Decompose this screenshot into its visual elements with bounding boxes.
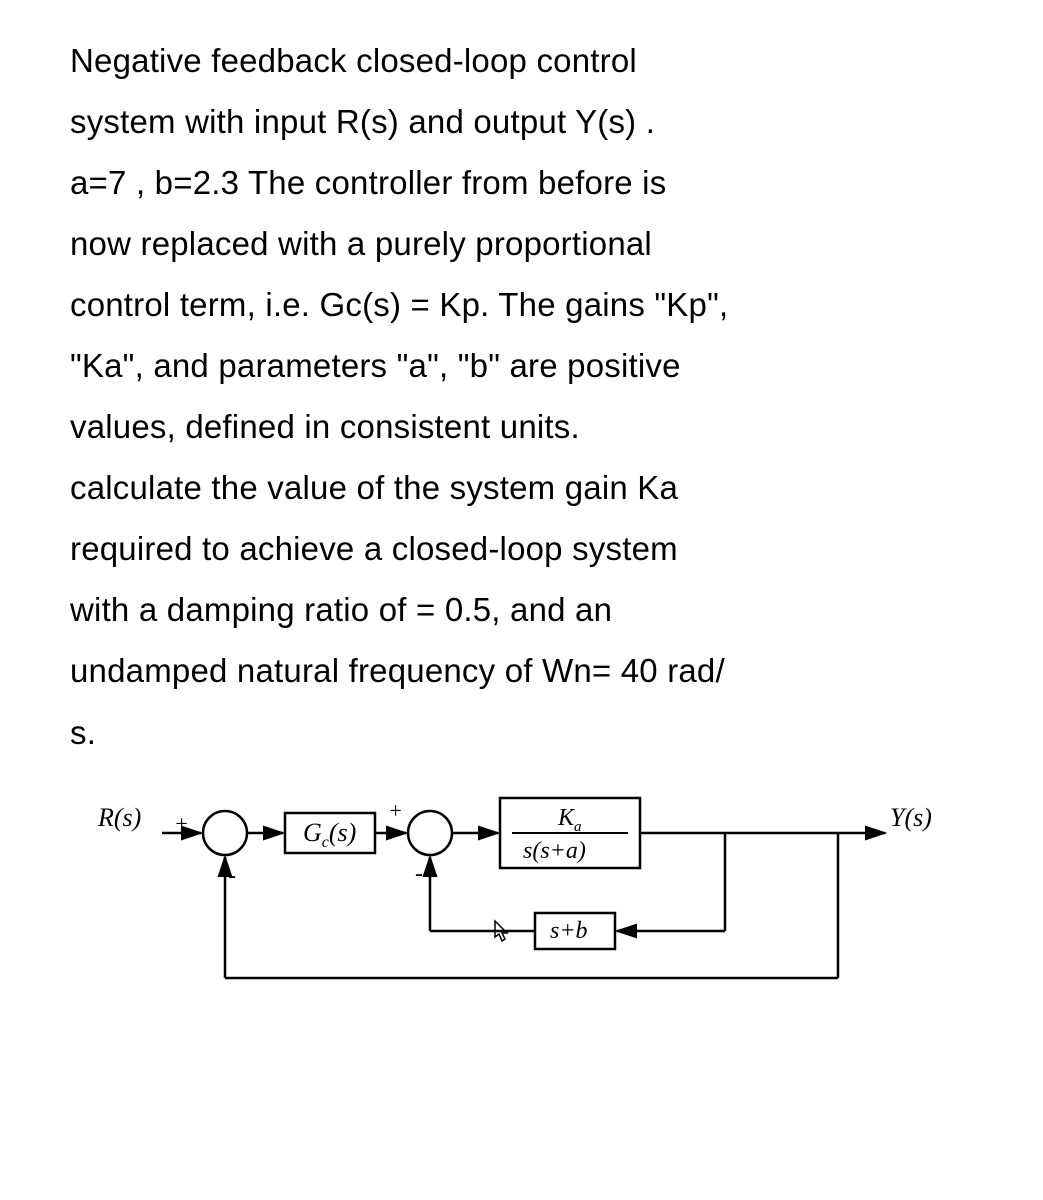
sum1-circle — [203, 811, 247, 855]
sum2-plus: + — [388, 798, 403, 823]
text-line: system with input R(s) and output Y(s) . — [70, 91, 973, 152]
sum1-minus: - — [228, 863, 236, 889]
block-diagram-svg: R(s) + - Gc(s) + - Ka s(s+a — [70, 793, 960, 993]
plant-numerator: Ka — [557, 805, 582, 835]
text-line: a=7 , b=2.3 The controller from before i… — [70, 152, 973, 213]
block-diagram: R(s) + - Gc(s) + - Ka s(s+a — [70, 793, 960, 993]
text-line: with a damping ratio of = 0.5, and an — [70, 579, 973, 640]
gc-label: Gc(s) — [303, 818, 356, 851]
sum2-circle — [408, 811, 452, 855]
feedback-label: s+b — [550, 918, 588, 944]
text-line: now replaced with a purely proportional — [70, 213, 973, 274]
text-line: required to achieve a closed-loop system — [70, 518, 973, 579]
text-line: s. — [70, 702, 973, 763]
text-line: Negative feedback closed-loop control — [70, 30, 973, 91]
text-line: undamped natural frequency of Wn= 40 rad… — [70, 640, 973, 701]
text-line: control term, i.e. Gc(s) = Kp. The gains… — [70, 274, 973, 335]
output-label: Y(s) — [890, 803, 932, 832]
problem-text: Negative feedback closed-loop control sy… — [70, 30, 973, 763]
text-line: calculate the value of the system gain K… — [70, 457, 973, 518]
sum2-minus: - — [415, 861, 423, 887]
text-line: "Ka", and parameters "a", "b" are positi… — [70, 335, 973, 396]
input-label: R(s) — [97, 803, 141, 832]
text-line: values, defined in consistent units. — [70, 396, 973, 457]
plant-denominator: s(s+a) — [523, 838, 586, 864]
